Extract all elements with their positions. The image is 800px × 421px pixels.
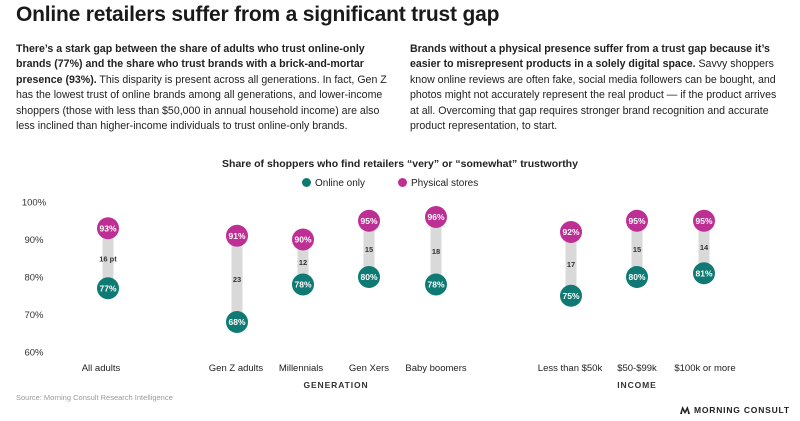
gap-label: 12 xyxy=(299,258,307,267)
page-title: Online retailers suffer from a significa… xyxy=(16,3,500,26)
online-only-point xyxy=(560,284,582,307)
gap-label: 15 xyxy=(365,245,373,254)
physical-stores-value-label: 91% xyxy=(228,231,245,241)
online-only-point xyxy=(626,266,648,288)
y-tick-label: 100% xyxy=(22,198,47,209)
intro-right-bold: Brands without a physical presence suffe… xyxy=(410,43,770,71)
gap-label: 16 pt xyxy=(99,254,117,263)
physical-stores-point xyxy=(560,221,582,243)
intro-right-text: Savvy shoppers know online reviews are o… xyxy=(410,58,777,133)
online-only-value-label: 81% xyxy=(695,268,712,278)
physical-stores-point xyxy=(292,228,314,251)
gap-bar xyxy=(297,239,309,285)
physical-stores-value-label: 96% xyxy=(427,212,444,222)
legend-online-only: Online only xyxy=(302,178,365,189)
gap-bar xyxy=(565,232,577,296)
gap-label: 23 xyxy=(233,275,241,284)
physical-stores-point xyxy=(97,217,119,240)
online-only-point xyxy=(425,273,447,296)
gap-label: 17 xyxy=(567,260,575,269)
physical-stores-point xyxy=(693,209,715,232)
x-category-label: Less than $50k xyxy=(538,363,603,374)
brand-logo-text: MORNING CONSULT xyxy=(694,405,790,415)
brand-logo: MORNING CONSULT xyxy=(680,405,790,415)
x-category-label: All adults xyxy=(82,363,121,374)
online-only-point xyxy=(693,262,715,285)
x-category-label: Gen Z adults xyxy=(209,363,264,374)
online-only-value-label: 78% xyxy=(427,280,444,290)
gap-label: 18 xyxy=(432,247,440,256)
online-only-value-label: 78% xyxy=(294,280,311,290)
physical-stores-point xyxy=(358,209,380,232)
legend-physical-stores: Physical stores xyxy=(398,178,478,189)
physical-stores-value-label: 95% xyxy=(360,216,377,226)
online-only-value-label: 77% xyxy=(99,283,116,293)
online-only-point xyxy=(97,277,119,300)
online-only-point xyxy=(358,266,380,288)
physical-stores-value-label: 90% xyxy=(294,235,311,245)
gap-bar xyxy=(102,228,114,289)
online-only-value-label: 80% xyxy=(628,272,645,282)
gap-bar xyxy=(231,235,243,322)
intro-left-bold: There’s a stark gap between the share of… xyxy=(16,43,365,86)
intro-paragraph-left: There’s a stark gap between the share of… xyxy=(16,42,394,134)
online-only-value-label: 75% xyxy=(562,291,579,301)
gap-bar xyxy=(363,220,375,277)
y-tick-label: 90% xyxy=(24,235,44,246)
physical-stores-value-label: 92% xyxy=(562,227,579,237)
morning-consult-logo-icon xyxy=(680,406,690,414)
online-only-point xyxy=(226,311,248,333)
gap-label: 14 xyxy=(700,243,709,252)
y-tick-label: 80% xyxy=(24,273,44,284)
intro-paragraph-right: Brands without a physical presence suffe… xyxy=(410,42,788,134)
online-only-value-label: 68% xyxy=(228,317,245,327)
group-label-generation: GENERATION xyxy=(303,380,368,390)
gap-bar xyxy=(698,220,710,274)
intro-left-text: This disparity is present across all gen… xyxy=(16,73,387,133)
legend-physical-swatch xyxy=(398,178,407,187)
x-category-label: Baby boomers xyxy=(405,363,467,374)
physical-stores-point xyxy=(626,209,648,232)
physical-stores-point xyxy=(425,206,447,228)
legend-online-label: Online only xyxy=(315,178,366,189)
y-tick-label: 70% xyxy=(24,310,44,321)
gap-label: 15 xyxy=(633,245,641,254)
physical-stores-point xyxy=(226,224,248,247)
x-category-label: Gen Xers xyxy=(349,363,389,374)
chart-title: Share of shoppers who find retailers “ve… xyxy=(222,158,578,170)
x-category-label: $50-$99k xyxy=(617,363,657,374)
x-category-label: Millennials xyxy=(279,363,324,374)
physical-stores-value-label: 95% xyxy=(695,216,712,226)
online-only-value-label: 80% xyxy=(360,272,377,282)
gap-bar xyxy=(631,220,643,277)
physical-stores-value-label: 95% xyxy=(628,216,645,226)
legend-online-swatch xyxy=(302,178,311,187)
source-note: Source: Morning Consult Research Intelli… xyxy=(16,393,173,402)
group-label-income: INCOME xyxy=(617,380,656,390)
legend-physical-label: Physical stores xyxy=(411,178,479,189)
gap-bar xyxy=(430,217,442,285)
x-category-label: $100k or more xyxy=(674,363,735,374)
online-only-point xyxy=(292,273,314,296)
physical-stores-value-label: 93% xyxy=(99,223,116,233)
y-tick-label: 60% xyxy=(24,348,44,359)
